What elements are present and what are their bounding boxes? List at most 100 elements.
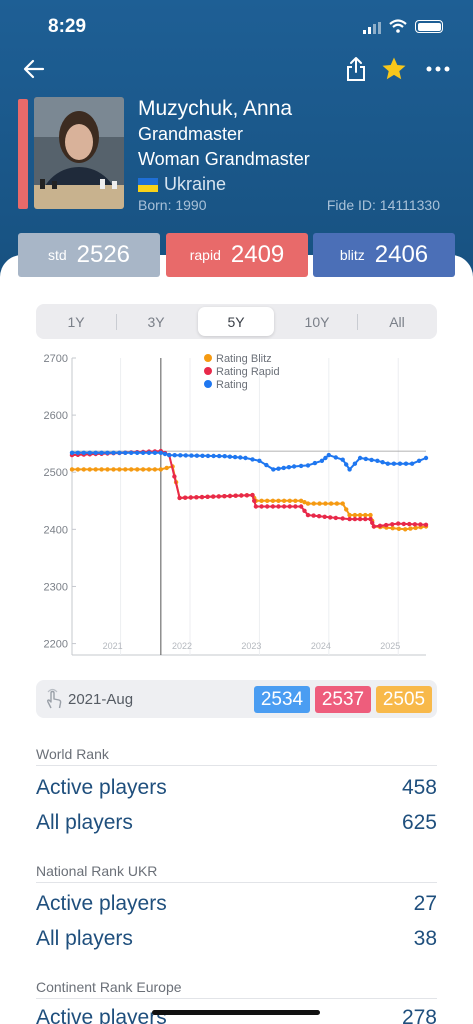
y-tick-label: 2500: [44, 467, 68, 479]
data-point: [211, 494, 216, 499]
data-point: [371, 524, 377, 529]
data-point: [344, 462, 349, 467]
back-arrow-icon[interactable]: [22, 57, 46, 81]
data-point: [377, 523, 383, 528]
rank-label: Active players: [36, 1006, 167, 1024]
data-point: [375, 458, 380, 463]
rank-value: 27: [413, 892, 437, 915]
data-point: [326, 452, 331, 458]
data-point: [81, 467, 86, 472]
cursor-rating-value: 2534: [254, 686, 310, 713]
data-point: [194, 495, 199, 500]
rank-label: Active players: [36, 892, 167, 915]
data-point: [385, 461, 390, 466]
data-point: [396, 526, 402, 531]
more-options-icon[interactable]: [426, 66, 450, 72]
share-icon[interactable]: [345, 56, 367, 82]
data-point: [264, 462, 269, 468]
data-point: [407, 521, 412, 527]
data-point: [253, 504, 259, 509]
data-point: [117, 467, 122, 472]
data-point: [167, 452, 172, 458]
data-point: [298, 498, 304, 503]
fide-id: Fide ID: 14111330: [326, 197, 440, 213]
rating-std-pill[interactable]: std 2526: [18, 233, 160, 277]
data-point: [344, 507, 349, 512]
y-tick-label: 2700: [44, 353, 68, 365]
data-point: [244, 493, 250, 498]
data-point: [257, 458, 262, 463]
data-point: [357, 512, 363, 518]
data-point: [233, 493, 238, 498]
data-point: [334, 501, 340, 506]
player-name: Muzychuk, Anna: [138, 97, 293, 120]
data-point: [403, 461, 409, 466]
data-point: [352, 512, 358, 518]
data-point: [397, 461, 403, 466]
data-point: [227, 493, 233, 499]
data-point: [222, 494, 227, 499]
rating-std-value: 2526: [76, 241, 131, 268]
data-point: [164, 465, 169, 471]
data-point: [403, 527, 408, 532]
data-point: [409, 461, 415, 466]
data-point: [281, 504, 287, 509]
data-point: [302, 508, 307, 513]
rating-rapid-pill[interactable]: rapid 2409: [166, 233, 308, 277]
data-point: [162, 451, 168, 457]
data-point: [183, 495, 188, 500]
data-point: [333, 515, 338, 521]
data-point: [172, 453, 177, 458]
data-point: [281, 465, 286, 471]
favorite-star-icon[interactable]: [381, 56, 407, 82]
period-10y[interactable]: 10Y: [304, 313, 330, 330]
data-point: [391, 461, 397, 466]
rating-blitz-pill[interactable]: blitz 2406: [313, 233, 455, 277]
data-point: [293, 498, 298, 503]
player-profile: Muzychuk, Anna Grandmaster Woman Grandma…: [18, 97, 458, 213]
data-point: [281, 498, 287, 503]
data-point: [140, 450, 146, 455]
period-1y[interactable]: 1Y: [67, 313, 85, 330]
home-indicator[interactable]: [152, 1010, 320, 1015]
data-point: [250, 457, 255, 462]
data-point: [416, 458, 422, 463]
cursor-rapid-value: 2537: [315, 686, 371, 713]
data-point: [250, 492, 255, 498]
x-tick-label: 2021: [103, 641, 123, 651]
rating-std-label: std: [47, 247, 67, 263]
data-point: [311, 501, 316, 506]
cursor-blitz-value: 2505: [376, 686, 432, 713]
data-point: [158, 450, 163, 455]
data-point: [352, 516, 358, 522]
rating-history-chart[interactable]: 2700 2600 2500 2400 2300 2200 2021 2022 2023 2024…: [36, 350, 436, 660]
data-point: [347, 512, 352, 518]
data-point: [340, 457, 345, 462]
data-point: [291, 464, 297, 469]
period-3y[interactable]: 3Y: [147, 313, 165, 330]
data-point: [347, 516, 352, 522]
section-divider: [36, 882, 437, 883]
cursor-date: 2021-Aug: [68, 691, 134, 708]
data-point: [105, 450, 110, 455]
data-point: [357, 516, 363, 522]
data-point: [271, 467, 276, 472]
data-point: [363, 516, 368, 522]
data-point: [368, 512, 373, 518]
data-point: [298, 504, 304, 509]
data-point: [276, 498, 281, 503]
rank-label: All players: [36, 811, 133, 834]
data-point: [200, 453, 205, 458]
period-5y[interactable]: 5Y: [198, 307, 274, 336]
rank-label: Active players: [36, 776, 167, 799]
data-point: [311, 513, 316, 518]
status-time: 8:29: [48, 16, 87, 37]
data-point: [328, 515, 333, 520]
period-all[interactable]: All: [389, 313, 405, 330]
data-point: [323, 455, 328, 461]
data-point: [243, 455, 248, 461]
data-point: [293, 504, 298, 509]
data-point: [312, 460, 318, 466]
data-point: [328, 501, 334, 506]
data-point: [238, 455, 243, 460]
